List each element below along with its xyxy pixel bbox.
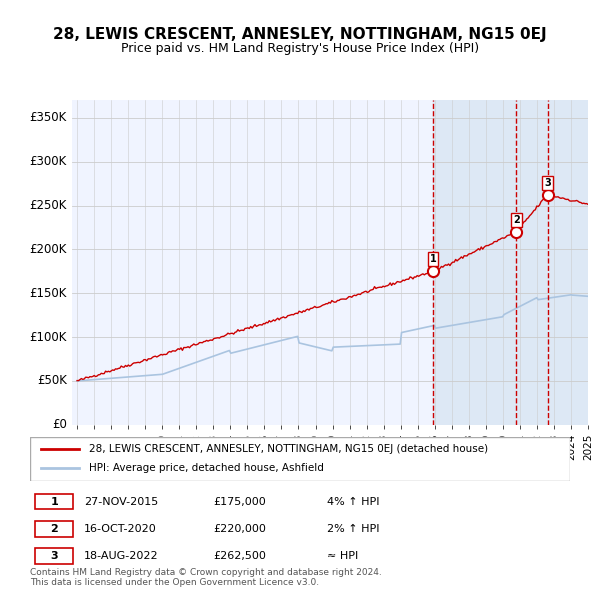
Text: 2% ↑ HPI: 2% ↑ HPI [327, 525, 380, 534]
Text: £175,000: £175,000 [214, 497, 266, 507]
Text: £350K: £350K [29, 112, 67, 124]
Text: £150K: £150K [29, 287, 67, 300]
FancyBboxPatch shape [30, 437, 570, 481]
Text: 4% ↑ HPI: 4% ↑ HPI [327, 497, 380, 507]
Text: £0: £0 [52, 418, 67, 431]
Text: £100K: £100K [29, 330, 67, 343]
Text: £262,500: £262,500 [214, 552, 266, 562]
Text: 1: 1 [430, 254, 436, 264]
FancyBboxPatch shape [35, 548, 73, 564]
FancyBboxPatch shape [35, 494, 73, 509]
Text: £200K: £200K [29, 243, 67, 256]
Text: 28, LEWIS CRESCENT, ANNESLEY, NOTTINGHAM, NG15 0EJ (detached house): 28, LEWIS CRESCENT, ANNESLEY, NOTTINGHAM… [89, 444, 488, 454]
Text: 18-AUG-2022: 18-AUG-2022 [84, 552, 158, 562]
Text: £50K: £50K [37, 375, 67, 388]
Text: ≈ HPI: ≈ HPI [327, 552, 358, 562]
Text: Contains HM Land Registry data © Crown copyright and database right 2024.
This d: Contains HM Land Registry data © Crown c… [30, 568, 382, 587]
Text: 3: 3 [50, 552, 58, 562]
Bar [433, 100, 588, 425]
Text: Price paid vs. HM Land Registry's House Price Index (HPI): Price paid vs. HM Land Registry's House … [121, 42, 479, 55]
Text: £300K: £300K [29, 155, 67, 168]
Text: 28, LEWIS CRESCENT, ANNESLEY, NOTTINGHAM, NG15 0EJ: 28, LEWIS CRESCENT, ANNESLEY, NOTTINGHAM… [53, 27, 547, 41]
Text: 2: 2 [513, 215, 520, 225]
Text: £220,000: £220,000 [214, 525, 266, 534]
Text: 27-NOV-2015: 27-NOV-2015 [84, 497, 158, 507]
FancyBboxPatch shape [35, 521, 73, 537]
Text: 16-OCT-2020: 16-OCT-2020 [84, 525, 157, 534]
Text: £250K: £250K [29, 199, 67, 212]
Text: 3: 3 [544, 178, 551, 188]
Text: 1: 1 [50, 497, 58, 507]
Text: 2: 2 [50, 525, 58, 534]
Text: HPI: Average price, detached house, Ashfield: HPI: Average price, detached house, Ashf… [89, 464, 324, 473]
